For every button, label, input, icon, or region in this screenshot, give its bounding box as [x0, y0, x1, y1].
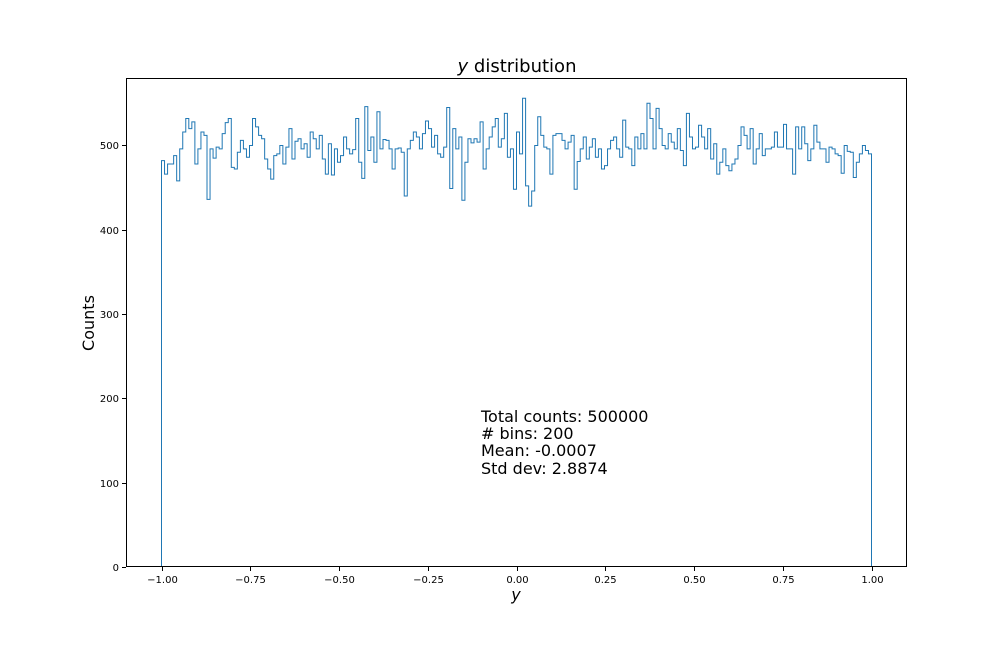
x-tick-label: 0.25: [594, 575, 616, 586]
y-axis-label: Counts: [79, 295, 98, 351]
stats-box: Total counts: 500000 # bins: 200 Mean: -…: [480, 407, 648, 478]
chart-title-text: distribution: [468, 56, 576, 77]
stats-mean: Mean: -0.0007: [481, 441, 597, 460]
stats-std-dev: Std dev: 2.8874: [481, 459, 608, 478]
x-tick-label: −0.25: [413, 575, 444, 586]
stats-bins: # bins: 200: [481, 424, 574, 443]
x-tick-label: 0.50: [683, 575, 705, 586]
x-tick-label: 0.75: [772, 575, 794, 586]
y-tick-label: 300: [100, 310, 119, 321]
x-tick-label: −0.50: [324, 575, 355, 586]
y-tick-label: 100: [100, 479, 119, 490]
x-tick-label: 0.00: [506, 575, 528, 586]
y-tick-label: 200: [100, 394, 119, 405]
y-tick-label: 0: [113, 563, 119, 574]
stats-total-counts: Total counts: 500000: [480, 407, 648, 426]
plot-frame: [126, 78, 907, 567]
y-axis-ticks: 0 100 200 300 400 500: [100, 141, 126, 574]
x-axis-label: y: [510, 585, 521, 604]
x-tick-label: 1.00: [861, 575, 883, 586]
x-axis-ticks: −1.00 −0.75 −0.50 −0.25 0.00 0.25 0.50 0.75 1.00: [147, 567, 884, 586]
x-tick-label: −1.00: [147, 575, 178, 586]
chart-title: y distribution: [457, 56, 577, 77]
chart-title-variable: y: [457, 56, 469, 77]
x-tick-label: −0.75: [235, 575, 266, 586]
histogram-step-line: [161, 97, 872, 567]
y-tick-label: 500: [100, 141, 119, 152]
y-tick-label: 400: [100, 226, 119, 237]
